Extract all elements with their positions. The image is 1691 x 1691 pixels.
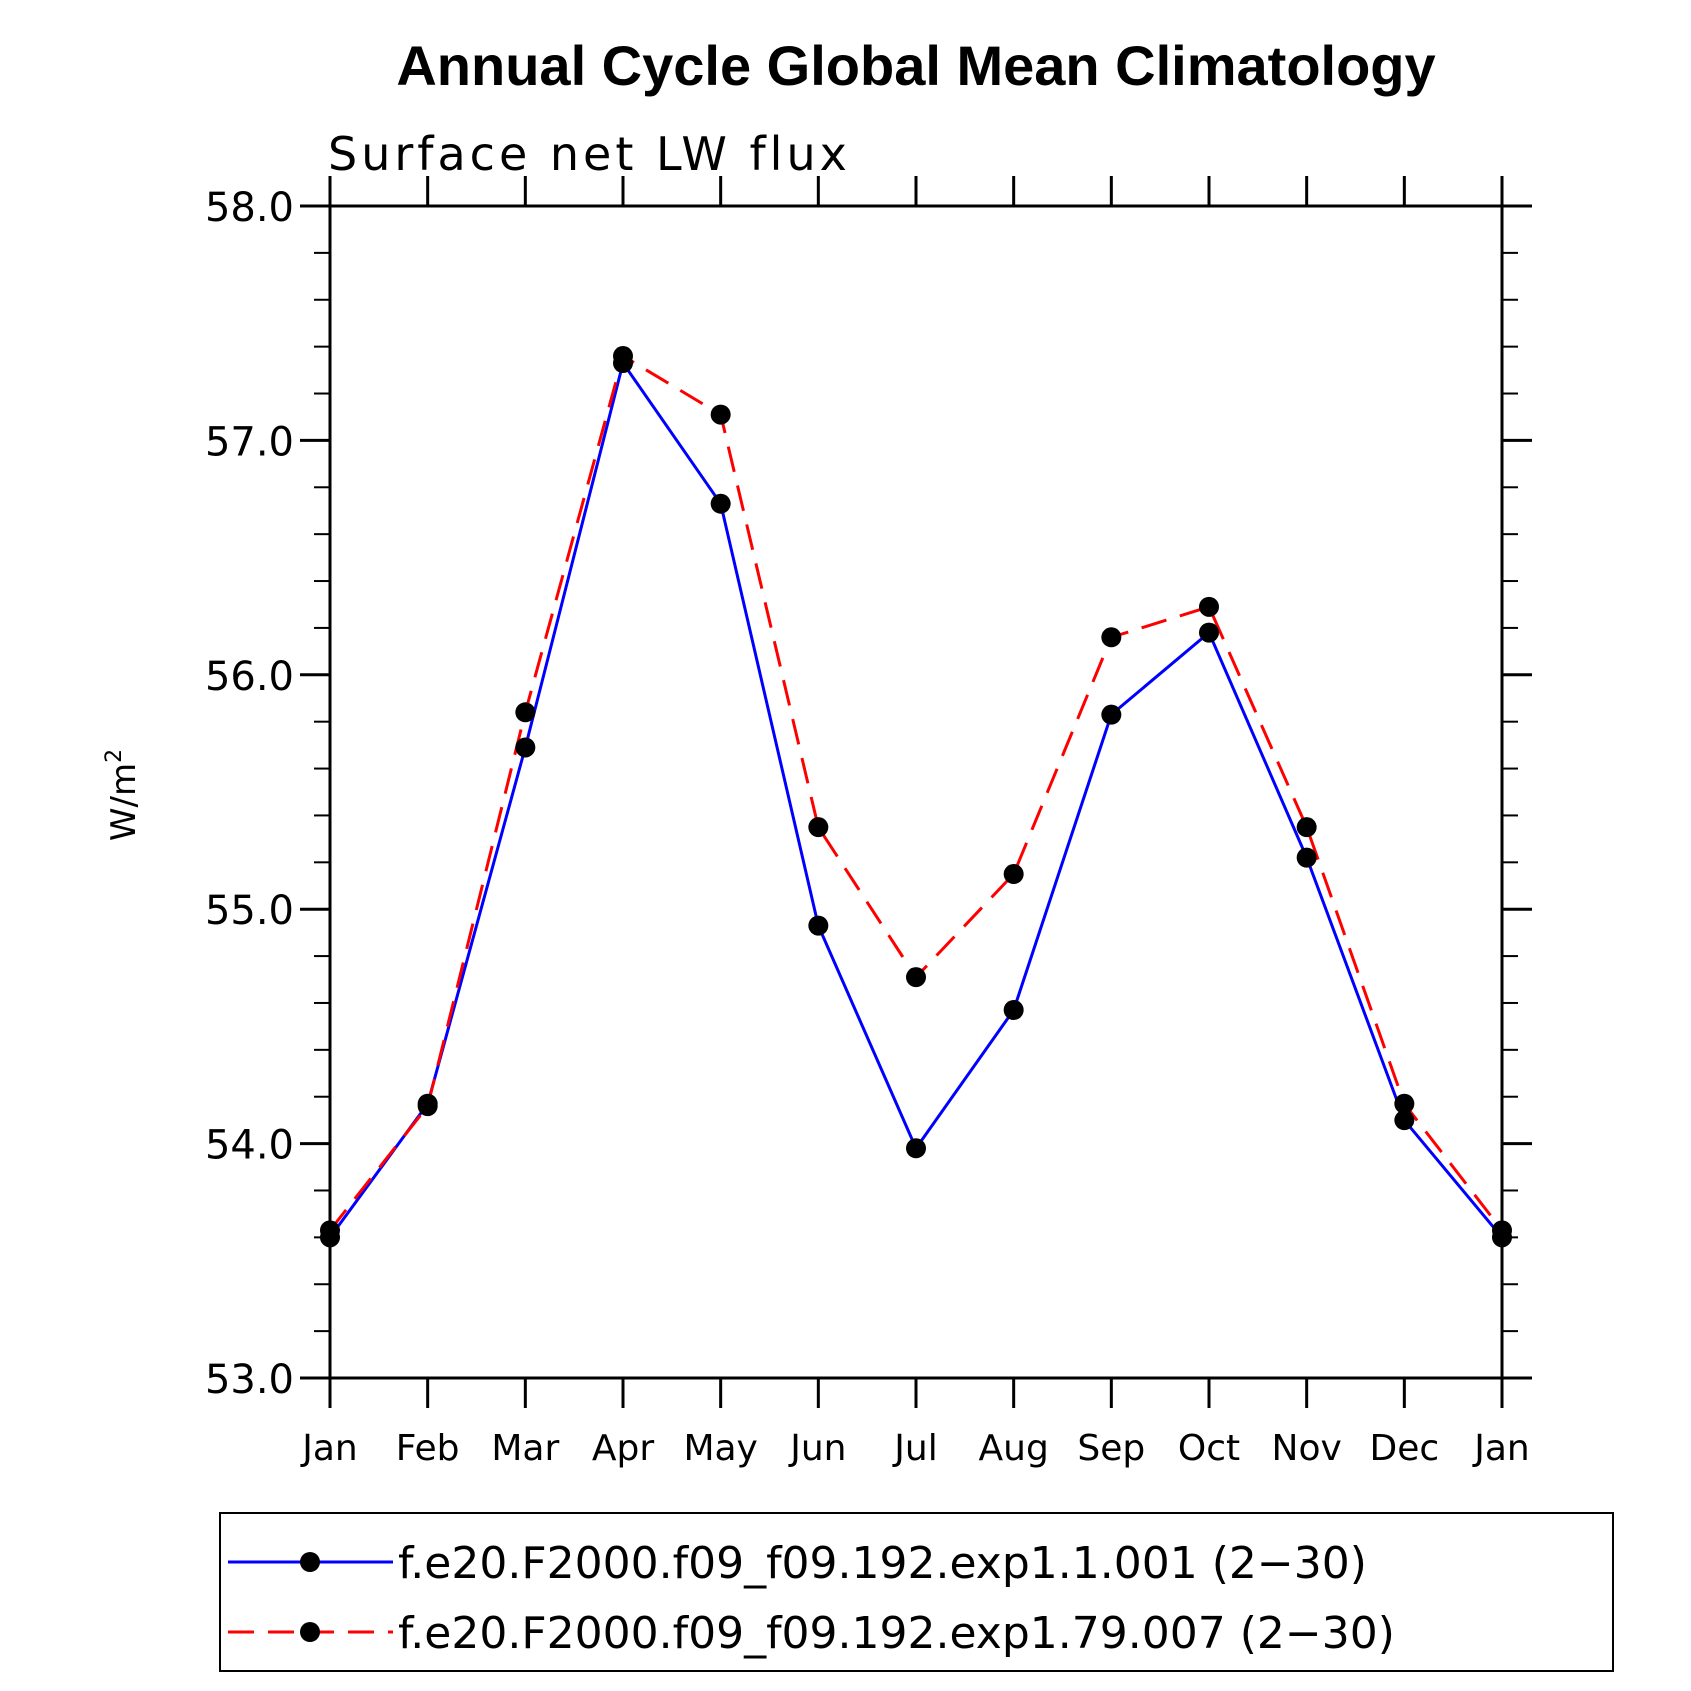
y-axis-label-main: W/m: [104, 763, 144, 841]
series-2-point: [1101, 627, 1122, 648]
series-line-2: [328, 354, 1504, 1232]
series-2-point: [515, 702, 536, 723]
series-lines: [328, 354, 1504, 1239]
y-tick-label: 55.0: [205, 888, 294, 934]
x-tick-label: Jan: [1472, 1428, 1530, 1469]
y-tick-label: 58.0: [205, 185, 294, 231]
x-tick-label: Aug: [979, 1428, 1049, 1469]
chart-title: Annual Cycle Global Mean Climatology: [396, 34, 1435, 97]
series-1-point: [808, 915, 829, 936]
series-1-point: [906, 1138, 926, 1159]
series-2-point: [710, 404, 731, 425]
series-2-point: [1199, 596, 1219, 617]
legend-box: [219, 1512, 1614, 1672]
series-2-point: [1003, 864, 1024, 885]
legend-marker-1: [300, 1552, 320, 1572]
x-tick-label: Feb: [396, 1428, 460, 1469]
series-2-point: [1296, 817, 1317, 838]
series-2-point: [613, 346, 633, 367]
legend: f.e20.F2000.f09_f09.192.exp1.1.001 (2−30…: [228, 1538, 1395, 1659]
series-2-point: [1394, 1093, 1415, 1114]
series-2-point: [417, 1096, 438, 1117]
y-tick-label: 56.0: [205, 654, 294, 700]
series-line-1: [328, 361, 1504, 1239]
x-tick-label: May: [683, 1428, 757, 1469]
axes: 53.0 54.0 55.0 56.0 57.0 58.0 Jan Feb Mar Apr May J…: [205, 176, 1532, 1469]
chart-subtitle: Surface net LW flux: [328, 127, 851, 181]
x-tick-label: Apr: [592, 1428, 654, 1469]
y-tick-label: 54.0: [205, 1123, 294, 1169]
legend-label-2: f.e20.F2000.f09_f09.192.exp1.79.007 (2−3…: [398, 1608, 1395, 1659]
legend-marker-2: [300, 1622, 320, 1642]
x-tick-label: Oct: [1178, 1428, 1240, 1469]
x-tick-label: Nov: [1272, 1428, 1342, 1469]
y-axis-label: W/m2: [102, 749, 144, 841]
x-tick-label: Dec: [1369, 1428, 1439, 1469]
series-1-point: [1394, 1110, 1415, 1131]
x-tick-label: Jan: [300, 1428, 358, 1469]
legend-label-1: f.e20.F2000.f09_f09.192.exp1.1.001 (2−30…: [398, 1538, 1367, 1589]
series-2-point: [1492, 1220, 1512, 1241]
x-tick-label: Jul: [892, 1428, 937, 1469]
x-tick-label: Mar: [491, 1428, 559, 1469]
x-tick-label: Jun: [788, 1428, 846, 1469]
series-1-point: [710, 493, 731, 514]
series-2-point: [906, 967, 926, 988]
series-markers: [320, 346, 1512, 1248]
series-1-point: [1199, 622, 1219, 643]
x-tick-label: Sep: [1077, 1428, 1145, 1469]
y-tick-label: 57.0: [205, 419, 294, 465]
series-1-point: [1003, 999, 1024, 1020]
series-1-point: [1296, 847, 1317, 868]
series-2-point: [808, 817, 829, 838]
series-2-point: [320, 1220, 340, 1241]
y-axis-label-superscript: 2: [102, 749, 127, 763]
series-1-point: [515, 737, 536, 758]
series-1-point: [1101, 704, 1122, 725]
y-tick-label: 53.0: [205, 1357, 294, 1403]
